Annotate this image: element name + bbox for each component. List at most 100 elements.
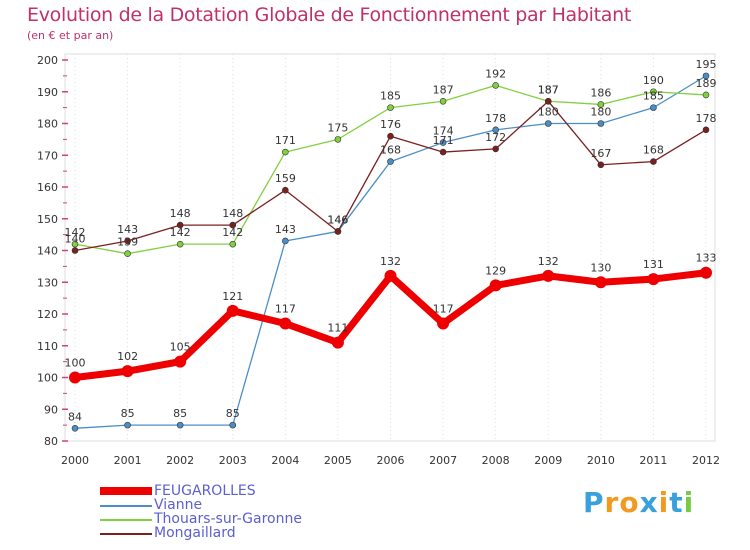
data-point	[439, 97, 447, 105]
data-point	[176, 421, 184, 429]
data-point	[594, 276, 607, 289]
data-label: 175	[327, 121, 348, 134]
data-point	[229, 221, 237, 229]
data-point	[702, 91, 710, 99]
data-point	[124, 421, 131, 429]
data-point	[650, 158, 657, 165]
data-label: 187	[433, 83, 454, 96]
data-point	[69, 371, 81, 384]
x-tick-label: 2003	[219, 454, 247, 467]
logo-letter: r	[604, 486, 620, 519]
data-label: 168	[643, 144, 664, 157]
data-label: 168	[380, 144, 401, 157]
data-label: 178	[485, 112, 506, 125]
legend-label-feugarolles: FEUGAROLLES	[154, 483, 256, 499]
data-label: 192	[485, 67, 506, 80]
data-label: 189	[696, 77, 717, 90]
data-label: 129	[485, 264, 506, 277]
y-tick-label: 190	[37, 86, 58, 99]
legend-swatch-mongaillard	[100, 533, 152, 535]
data-point	[226, 304, 239, 317]
data-label: 132	[538, 255, 559, 268]
logo-letter: o	[619, 486, 640, 519]
x-tick-label: 2010	[587, 454, 615, 467]
data-point	[384, 269, 397, 282]
data-point	[174, 355, 187, 368]
x-tick-label: 2002	[166, 454, 194, 467]
data-label: 159	[275, 172, 296, 185]
legend-label-mongaillard: Mongaillard	[154, 525, 236, 541]
data-label: 176	[380, 118, 401, 131]
y-tick-label: 170	[37, 149, 58, 162]
data-point	[71, 247, 79, 254]
data-point	[544, 97, 552, 105]
data-point	[650, 88, 657, 96]
data-label: 190	[643, 74, 664, 87]
data-point	[700, 266, 712, 279]
data-label: 139	[117, 236, 138, 249]
y-tick-label: 100	[37, 372, 58, 385]
data-label: 133	[696, 252, 717, 265]
data-point	[334, 136, 342, 143]
proxiti-logo: Proxiti	[583, 486, 694, 519]
data-point	[176, 221, 184, 229]
y-tick-label: 160	[37, 181, 58, 194]
data-label: 84	[68, 410, 82, 423]
data-point	[334, 228, 342, 235]
data-point	[282, 237, 289, 245]
data-label: 140	[65, 233, 86, 246]
data-point	[121, 365, 134, 378]
data-label: 142	[65, 226, 86, 239]
data-point	[282, 148, 289, 156]
data-point	[176, 240, 184, 248]
data-label: 178	[696, 112, 717, 125]
x-tick-label: 2009	[534, 454, 562, 467]
logo-letter: i	[658, 486, 670, 519]
data-label: 171	[433, 134, 454, 147]
data-point	[439, 139, 447, 146]
x-tick-label: 2012	[692, 454, 720, 467]
y-tick-label: 120	[37, 308, 58, 321]
x-tick-label: 2011	[639, 454, 667, 467]
x-tick-label: 2000	[61, 454, 89, 467]
data-point	[702, 126, 710, 134]
data-label: 130	[590, 261, 611, 274]
legend-swatch-vianne	[100, 505, 152, 507]
x-tick-label: 2007	[429, 454, 457, 467]
data-label: 142	[170, 226, 191, 239]
data-label: 121	[222, 290, 243, 303]
logo-letter: i	[683, 486, 695, 519]
y-tick-label: 150	[37, 213, 58, 226]
data-point	[387, 158, 394, 165]
data-point	[492, 145, 499, 153]
x-tick-label: 2001	[114, 454, 142, 467]
legend-label-vianne: Vianne	[154, 497, 203, 513]
data-point	[492, 126, 499, 134]
data-label: 143	[275, 223, 296, 236]
legend-swatch-thouars	[100, 519, 152, 521]
y-tick-label: 200	[37, 54, 58, 67]
logo-letter: t	[669, 486, 684, 519]
data-label: 187	[538, 83, 559, 96]
data-label: 85	[173, 407, 187, 420]
data-point	[437, 317, 450, 330]
data-point	[647, 273, 660, 286]
data-label: 148	[170, 207, 191, 220]
data-label: 148	[222, 207, 243, 220]
data-point	[544, 120, 552, 127]
data-label: 185	[380, 90, 401, 103]
data-label: 195	[696, 58, 717, 71]
y-tick-label: 140	[37, 245, 58, 258]
x-tick-label: 2006	[377, 454, 405, 467]
data-point	[650, 104, 657, 111]
y-tick-label: 110	[37, 340, 58, 353]
data-label: 117	[275, 303, 296, 316]
data-label: 174	[433, 125, 454, 138]
data-label: 187	[538, 83, 559, 96]
legend-swatch-feugarolles	[100, 487, 152, 495]
data-point	[439, 148, 447, 156]
data-point	[542, 269, 555, 282]
data-point	[492, 82, 499, 89]
data-label: 146	[327, 213, 348, 226]
